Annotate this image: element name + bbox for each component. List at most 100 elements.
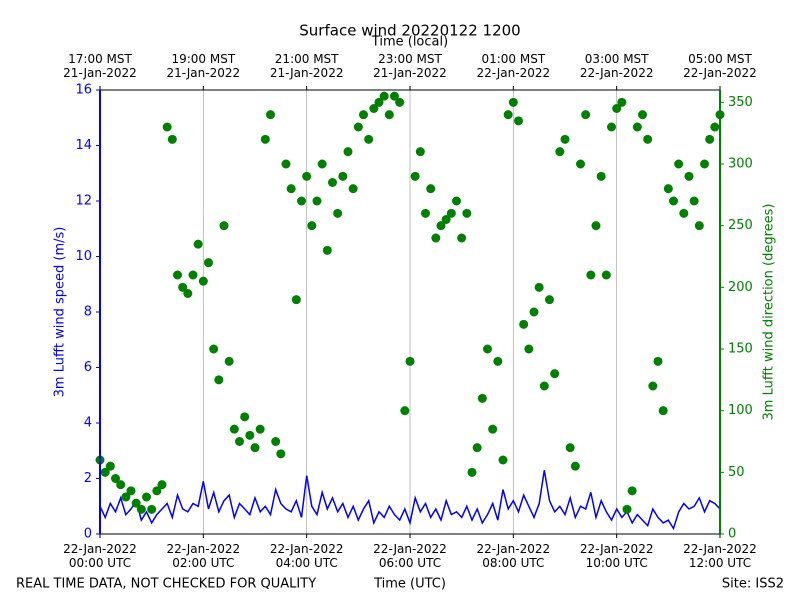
direction-point <box>431 233 441 243</box>
y-tick-label: 12 <box>75 194 92 209</box>
direction-point <box>276 449 286 459</box>
direction-point <box>395 97 405 107</box>
direction-point <box>539 381 549 391</box>
y-tick-label: 16 <box>75 83 92 98</box>
direction-point <box>410 171 420 181</box>
x2-axis-label: Time (local) <box>371 35 448 50</box>
direction-point <box>674 159 684 169</box>
direction-point <box>519 319 529 329</box>
direction-point <box>379 91 389 101</box>
chart-title: Surface wind 20220122 1200 <box>299 22 520 40</box>
direction-point <box>255 424 265 434</box>
direction-point <box>560 134 570 144</box>
direction-point <box>353 122 363 132</box>
direction-point <box>684 171 694 181</box>
direction-point <box>638 110 647 120</box>
direction-point <box>390 91 399 101</box>
direction-point <box>100 467 110 477</box>
direction-point <box>421 208 430 218</box>
direction-point <box>291 295 301 305</box>
direction-point <box>214 375 224 385</box>
direction-point <box>271 437 281 446</box>
direction-point <box>188 270 198 280</box>
direction-point <box>586 270 596 280</box>
direction-point <box>152 486 162 496</box>
x2-tick-label: 05:00 MST 22-Jan-2022 <box>683 52 757 80</box>
direction-point <box>493 356 503 366</box>
direction-point <box>384 110 394 120</box>
y-tick-label: 8 <box>84 305 92 320</box>
direction-point <box>648 381 658 391</box>
x2-tick-label: 17:00 MST 21-Jan-2022 <box>63 52 137 80</box>
direction-point <box>483 344 492 354</box>
direction-point <box>524 344 534 354</box>
direction-point <box>260 134 270 144</box>
direction-point <box>204 258 213 268</box>
direction-point <box>622 504 632 514</box>
direction-point <box>162 122 172 132</box>
direction-point <box>173 270 182 280</box>
x-tick-label: 22-Jan-2022 06:00 UTC <box>373 542 447 570</box>
x-tick-label: 22-Jan-2022 10:00 UTC <box>579 542 654 570</box>
direction-point <box>297 196 306 206</box>
y2-axis-label: 3m Lufft wind direction (degrees) <box>762 204 777 421</box>
direction-point <box>607 122 616 132</box>
direction-point <box>250 443 260 453</box>
direction-point <box>694 221 704 231</box>
x2-tick-label: 01:00 MST 22-Jan-2022 <box>476 52 551 80</box>
direction-point <box>338 171 348 181</box>
direction-point <box>157 480 167 490</box>
direction-point <box>550 369 560 379</box>
direction-point <box>302 171 312 181</box>
direction-point <box>111 474 120 483</box>
direction-point <box>240 412 250 422</box>
direction-point <box>529 307 539 317</box>
direction-point <box>467 467 477 477</box>
direction-point <box>446 208 456 218</box>
direction-point <box>312 196 322 206</box>
direction-point <box>374 97 384 107</box>
direction-point <box>348 184 358 194</box>
direction-point <box>116 480 126 490</box>
direction-point <box>472 443 482 453</box>
y2-tick-label: 100 <box>728 403 753 418</box>
y2-tick-label: 150 <box>728 342 753 357</box>
direction-point <box>612 104 622 113</box>
y2-tick-label: 0 <box>728 527 736 542</box>
direction-point <box>498 455 508 465</box>
footer-note: REAL TIME DATA, NOT CHECKED FOR QUALITY <box>16 577 316 592</box>
direction-point <box>281 159 291 169</box>
direction-point <box>576 159 585 169</box>
y-axis-label: 3m Lufft wind speed (m/s) <box>53 227 68 398</box>
direction-point <box>663 184 673 194</box>
y-tick-label: 10 <box>75 249 92 264</box>
direction-point <box>669 196 678 206</box>
direction-point <box>581 110 591 120</box>
y2-tick-label: 300 <box>728 157 753 172</box>
y-tick-label: 14 <box>75 138 92 153</box>
direction-point <box>131 498 141 508</box>
direction-point <box>632 122 642 132</box>
direction-point <box>436 221 446 231</box>
y-tick-label: 6 <box>84 360 92 375</box>
x2-tick-label: 03:00 MST 22-Jan-2022 <box>579 52 654 80</box>
direction-point <box>364 134 374 144</box>
direction-point <box>224 356 234 366</box>
direction-point <box>658 406 668 416</box>
direction-point <box>178 282 188 292</box>
x2-tick-label: 23:00 MST 21-Jan-2022 <box>373 52 447 80</box>
direction-point <box>643 134 653 144</box>
direction-point <box>477 393 487 403</box>
x-axis-label: Time (UTC) <box>373 577 446 592</box>
direction-point <box>591 221 601 231</box>
direction-point <box>705 134 715 144</box>
direction-point <box>452 196 461 206</box>
direction-point <box>596 171 606 181</box>
direction-point <box>545 295 554 305</box>
y2-tick-label: 350 <box>728 95 753 110</box>
direction-point <box>126 486 136 496</box>
direction-point <box>322 245 332 255</box>
y-tick-label: 0 <box>84 527 92 542</box>
